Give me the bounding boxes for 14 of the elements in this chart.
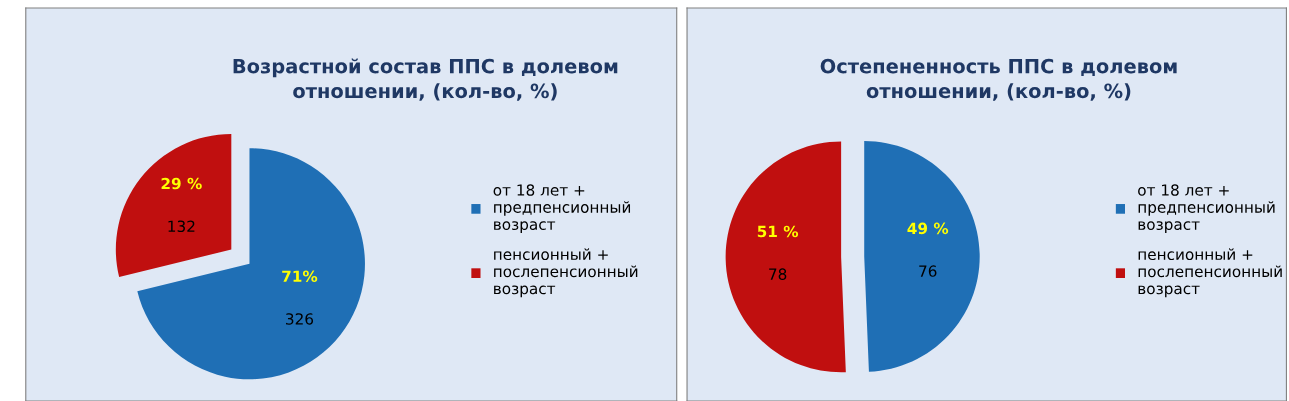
legend-label: пенсионный + послепенсионный возраст	[494, 248, 638, 298]
text: 71%	[282, 270, 318, 283]
text: 51 %	[757, 225, 799, 238]
legend-label: пенсионный + послепенсионный возраст	[1138, 248, 1282, 298]
text: 49 %	[907, 222, 949, 235]
legend-label: от 18 лет + предпенсионный возраст	[1138, 184, 1275, 233]
legend-label: от 18 лет + предпенсионный возраст	[493, 184, 631, 233]
data-label: 132	[168, 220, 195, 233]
chart-title: Остепененность ППС в долевом отношении, (кол-во, %)	[820, 58, 1177, 101]
data-label: 78	[769, 268, 787, 280]
data-label: 76	[919, 265, 937, 277]
text: 29 %	[161, 177, 202, 190]
chart-title: Возрастной состав ППС в долевом отношении, (кол-во, %)	[233, 58, 618, 101]
data-label: 326	[286, 313, 314, 325]
